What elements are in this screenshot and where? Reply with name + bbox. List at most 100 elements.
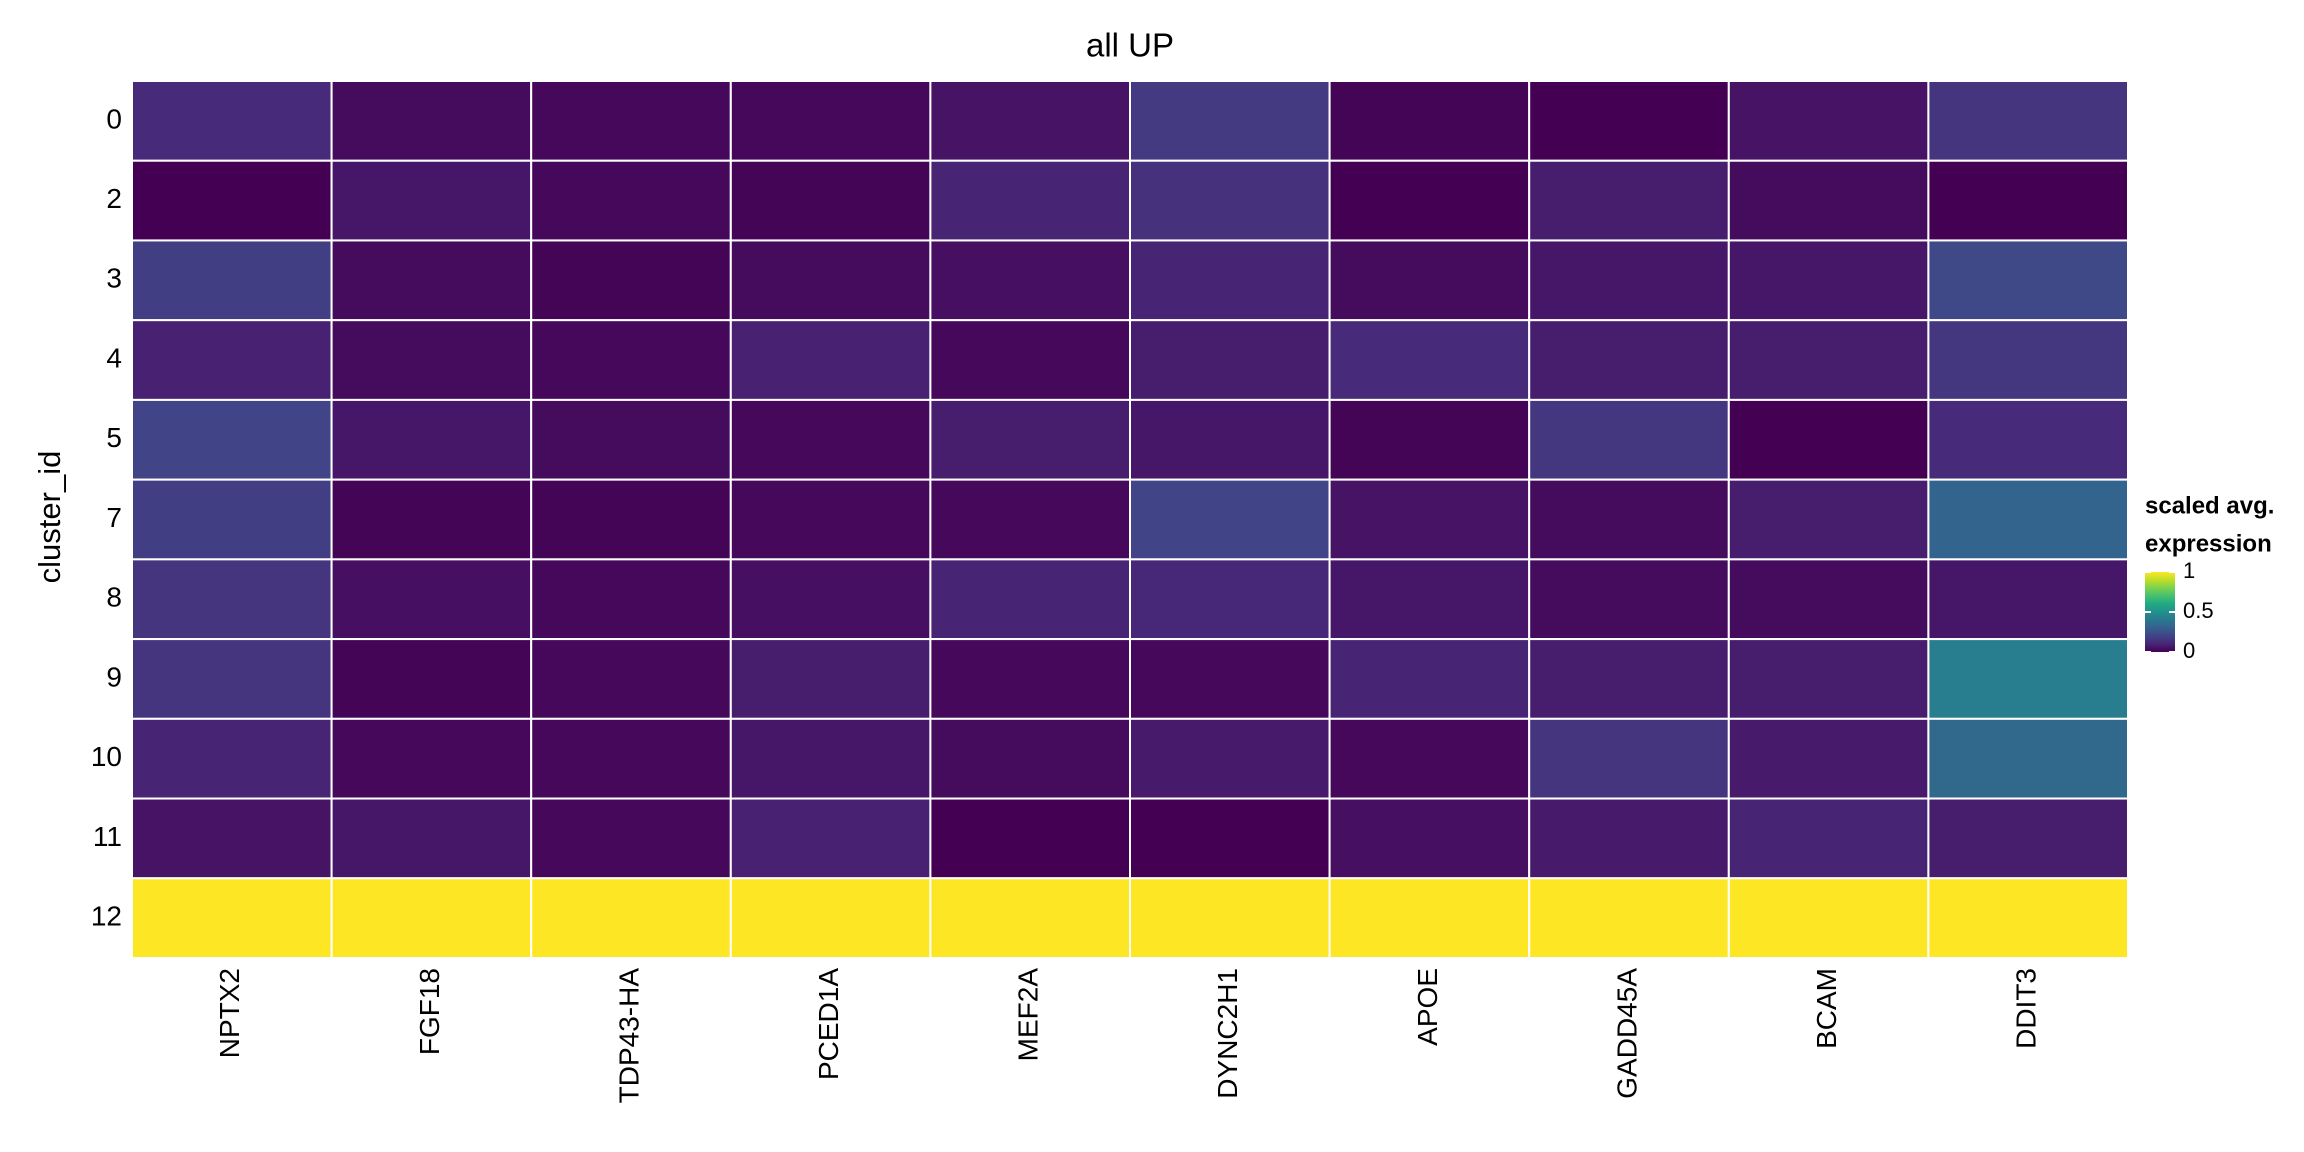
heatmap-cell [131, 877, 333, 959]
heatmap-cell [131, 319, 333, 401]
heatmap-cell [530, 797, 732, 880]
heatmap-cell [530, 478, 732, 561]
heatmap-cell [530, 717, 732, 800]
heatmap-cell [1927, 398, 2130, 481]
y-tick-label: 11 [93, 821, 122, 852]
heatmap-cell [1528, 797, 1730, 880]
heatmap-cell [729, 558, 932, 641]
colorbar-tick-label: 0 [2183, 638, 2195, 663]
y-tick-label: 3 [106, 263, 122, 294]
heatmap-cell [131, 398, 333, 481]
heatmap-cell [929, 80, 1132, 162]
x-tick-label: NPTX2 [214, 968, 245, 1058]
heatmap-cell [1129, 398, 1331, 481]
heatmap-cell [530, 398, 732, 481]
heatmap-cell [1727, 797, 1930, 880]
heatmap-cell [330, 478, 533, 561]
y-axis-title: cluster_id [32, 451, 67, 584]
heatmap-cell [530, 159, 732, 242]
heatmap-cell [1727, 398, 1930, 481]
heatmap-cell [330, 239, 533, 322]
colorbar-tick-label: 0.5 [2183, 598, 2214, 623]
heatmap-cell [1328, 398, 1531, 481]
y-tick-label: 2 [106, 183, 122, 214]
heatmap-cell [1727, 478, 1930, 561]
y-tick-label: 10 [91, 741, 122, 772]
heatmap-cell [530, 239, 732, 322]
y-tick-label: 8 [106, 582, 122, 613]
heatmap-cell [131, 797, 333, 880]
heatmap-cell [729, 478, 932, 561]
heatmap-cell [729, 159, 932, 242]
heatmap-cell [929, 717, 1132, 800]
heatmap-cell [929, 239, 1132, 322]
heatmap-cell [1927, 159, 2130, 242]
heatmap-cell [729, 239, 932, 322]
y-tick-label: 0 [106, 103, 122, 134]
colorbar-tick-label: 1 [2183, 558, 2195, 583]
heatmap-cell [1528, 239, 1730, 322]
heatmap-cell [530, 558, 732, 641]
heatmap-cell [1129, 558, 1331, 641]
heatmap-cell [1727, 558, 1930, 641]
heatmap-cell [1528, 398, 1730, 481]
heatmap-cell [1129, 638, 1331, 720]
heatmap-cell [929, 159, 1132, 242]
heatmap-cell [1129, 159, 1331, 242]
heatmap-cell [1129, 239, 1331, 322]
heatmap-cell [1727, 239, 1930, 322]
x-tick-label: DYNC2H1 [1212, 968, 1243, 1099]
heatmap-cell [1328, 797, 1531, 880]
heatmap-cell [929, 558, 1132, 641]
heatmap-cell [1727, 80, 1930, 162]
heatmap-cell [330, 398, 533, 481]
heatmap-cell [131, 80, 333, 162]
heatmap-cell [131, 558, 333, 641]
heatmap-cell [1927, 558, 2130, 641]
heatmap-cell [1528, 159, 1730, 242]
y-tick-label: 4 [106, 342, 122, 373]
heatmap-cell [1528, 717, 1730, 800]
heatmap-cell [729, 398, 932, 481]
heatmap-cell [131, 717, 333, 800]
heatmap-cell [729, 717, 932, 800]
heatmap-cell [1528, 877, 1730, 959]
x-tick-label: TDP43-HA [613, 968, 644, 1104]
heatmap-cell [1328, 717, 1531, 800]
y-tick-label: 9 [106, 661, 122, 692]
heatmap-cell [729, 638, 932, 720]
heatmap-cell [929, 478, 1132, 561]
heatmap-cell [1129, 797, 1331, 880]
heatmap-cell [131, 239, 333, 322]
heatmap-cell [1927, 797, 2130, 880]
heatmap-cell [1129, 478, 1331, 561]
heatmap-cell [1328, 80, 1531, 162]
y-tick-label: 7 [106, 502, 122, 533]
heatmap-cell [330, 877, 533, 959]
heatmap-cell [1528, 319, 1730, 401]
heatmap-cell [729, 80, 932, 162]
heatmap-cell [1927, 319, 2130, 401]
heatmap-cell [929, 797, 1132, 880]
heatmap-cell [929, 638, 1132, 720]
heatmap-cell [1328, 638, 1531, 720]
heatmap-cell [1927, 717, 2130, 800]
heatmap-cell [131, 159, 333, 242]
x-tick-label: PCED1A [813, 968, 844, 1080]
heatmap-cell [929, 877, 1132, 959]
x-tick-label: BCAM [1811, 968, 1842, 1049]
heatmap-cell [729, 797, 932, 880]
heatmap-cell [1528, 638, 1730, 720]
heatmap-cell [530, 638, 732, 720]
heatmap-cell [530, 80, 732, 162]
heatmap-cell [131, 478, 333, 561]
heatmap-cell [330, 319, 533, 401]
heatmap-cell [929, 398, 1132, 481]
x-tick-label: DDIT3 [2011, 968, 2042, 1049]
heatmap-cell [1328, 877, 1531, 959]
heatmap-cell [1927, 877, 2130, 959]
heatmap-cell [1528, 558, 1730, 641]
x-tick-label: GADD45A [1611, 968, 1642, 1099]
heatmap-cell [1129, 877, 1331, 959]
